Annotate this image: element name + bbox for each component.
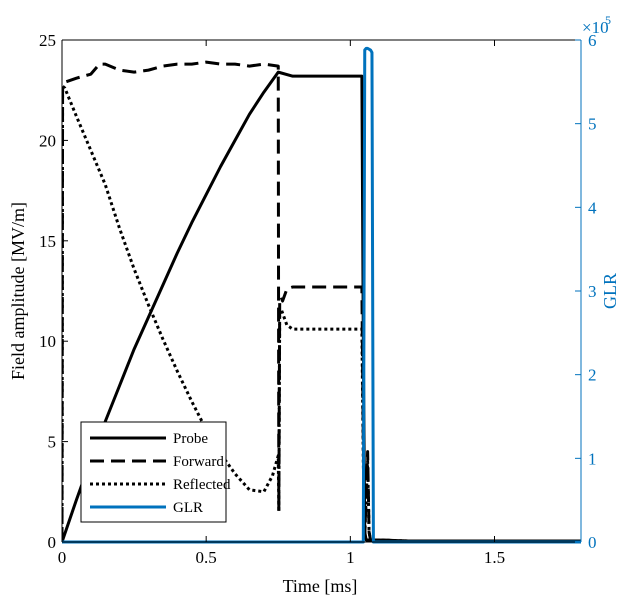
y-tick-label: 5: [48, 433, 57, 452]
legend-label-forward: Forward: [173, 454, 224, 470]
legend-label-probe: Probe: [173, 431, 208, 447]
y2-tick-label: 4: [588, 198, 597, 217]
x-tick-label: 0.5: [196, 548, 217, 567]
series-line-reflected: [62, 84, 581, 543]
legend: Probe Forward Reflected GLR: [80, 421, 231, 523]
y2-multiplier-base: ×10: [582, 18, 609, 37]
y2-tick-label: 6: [588, 31, 597, 50]
y2-tick-label: 0: [588, 533, 597, 552]
y2-tick-label: 2: [588, 366, 597, 385]
y2-tick-label: 1: [588, 449, 597, 468]
legend-item-probe: Probe: [90, 431, 208, 447]
x-axis-label: Time [ms]: [283, 576, 358, 596]
axes-layer: 0 0.5 1 1.5 0 5 10 15 20 25 0 1 2 3 4 5 6: [39, 31, 597, 567]
y2-tick-label: 5: [588, 115, 597, 134]
x-tick-label: 1.5: [484, 548, 505, 567]
legend-item-forward: Forward: [90, 454, 224, 470]
y2-multiplier-exponent: 5: [605, 13, 611, 27]
y2-axis-label: GLR: [600, 273, 620, 309]
y-axis-label: Field amplitude [MV/m]: [8, 202, 28, 380]
legend-item-reflected: Reflected: [90, 477, 231, 493]
y-tick-label: 25: [39, 31, 56, 50]
y-tick-label: 20: [39, 131, 56, 150]
legend-label-glr: GLR: [173, 500, 203, 516]
y-tick-label: 10: [39, 332, 56, 351]
legend-label-reflected: Reflected: [173, 477, 231, 493]
y2-multiplier: ×10 5: [582, 13, 611, 37]
y2-tick-label: 3: [588, 282, 597, 301]
y-tick-label: 0: [48, 533, 57, 552]
x-tick-label: 1: [346, 548, 355, 567]
legend-item-glr: GLR: [90, 500, 203, 516]
y-tick-label: 15: [39, 232, 56, 251]
x-tick-label: 0: [58, 548, 67, 567]
